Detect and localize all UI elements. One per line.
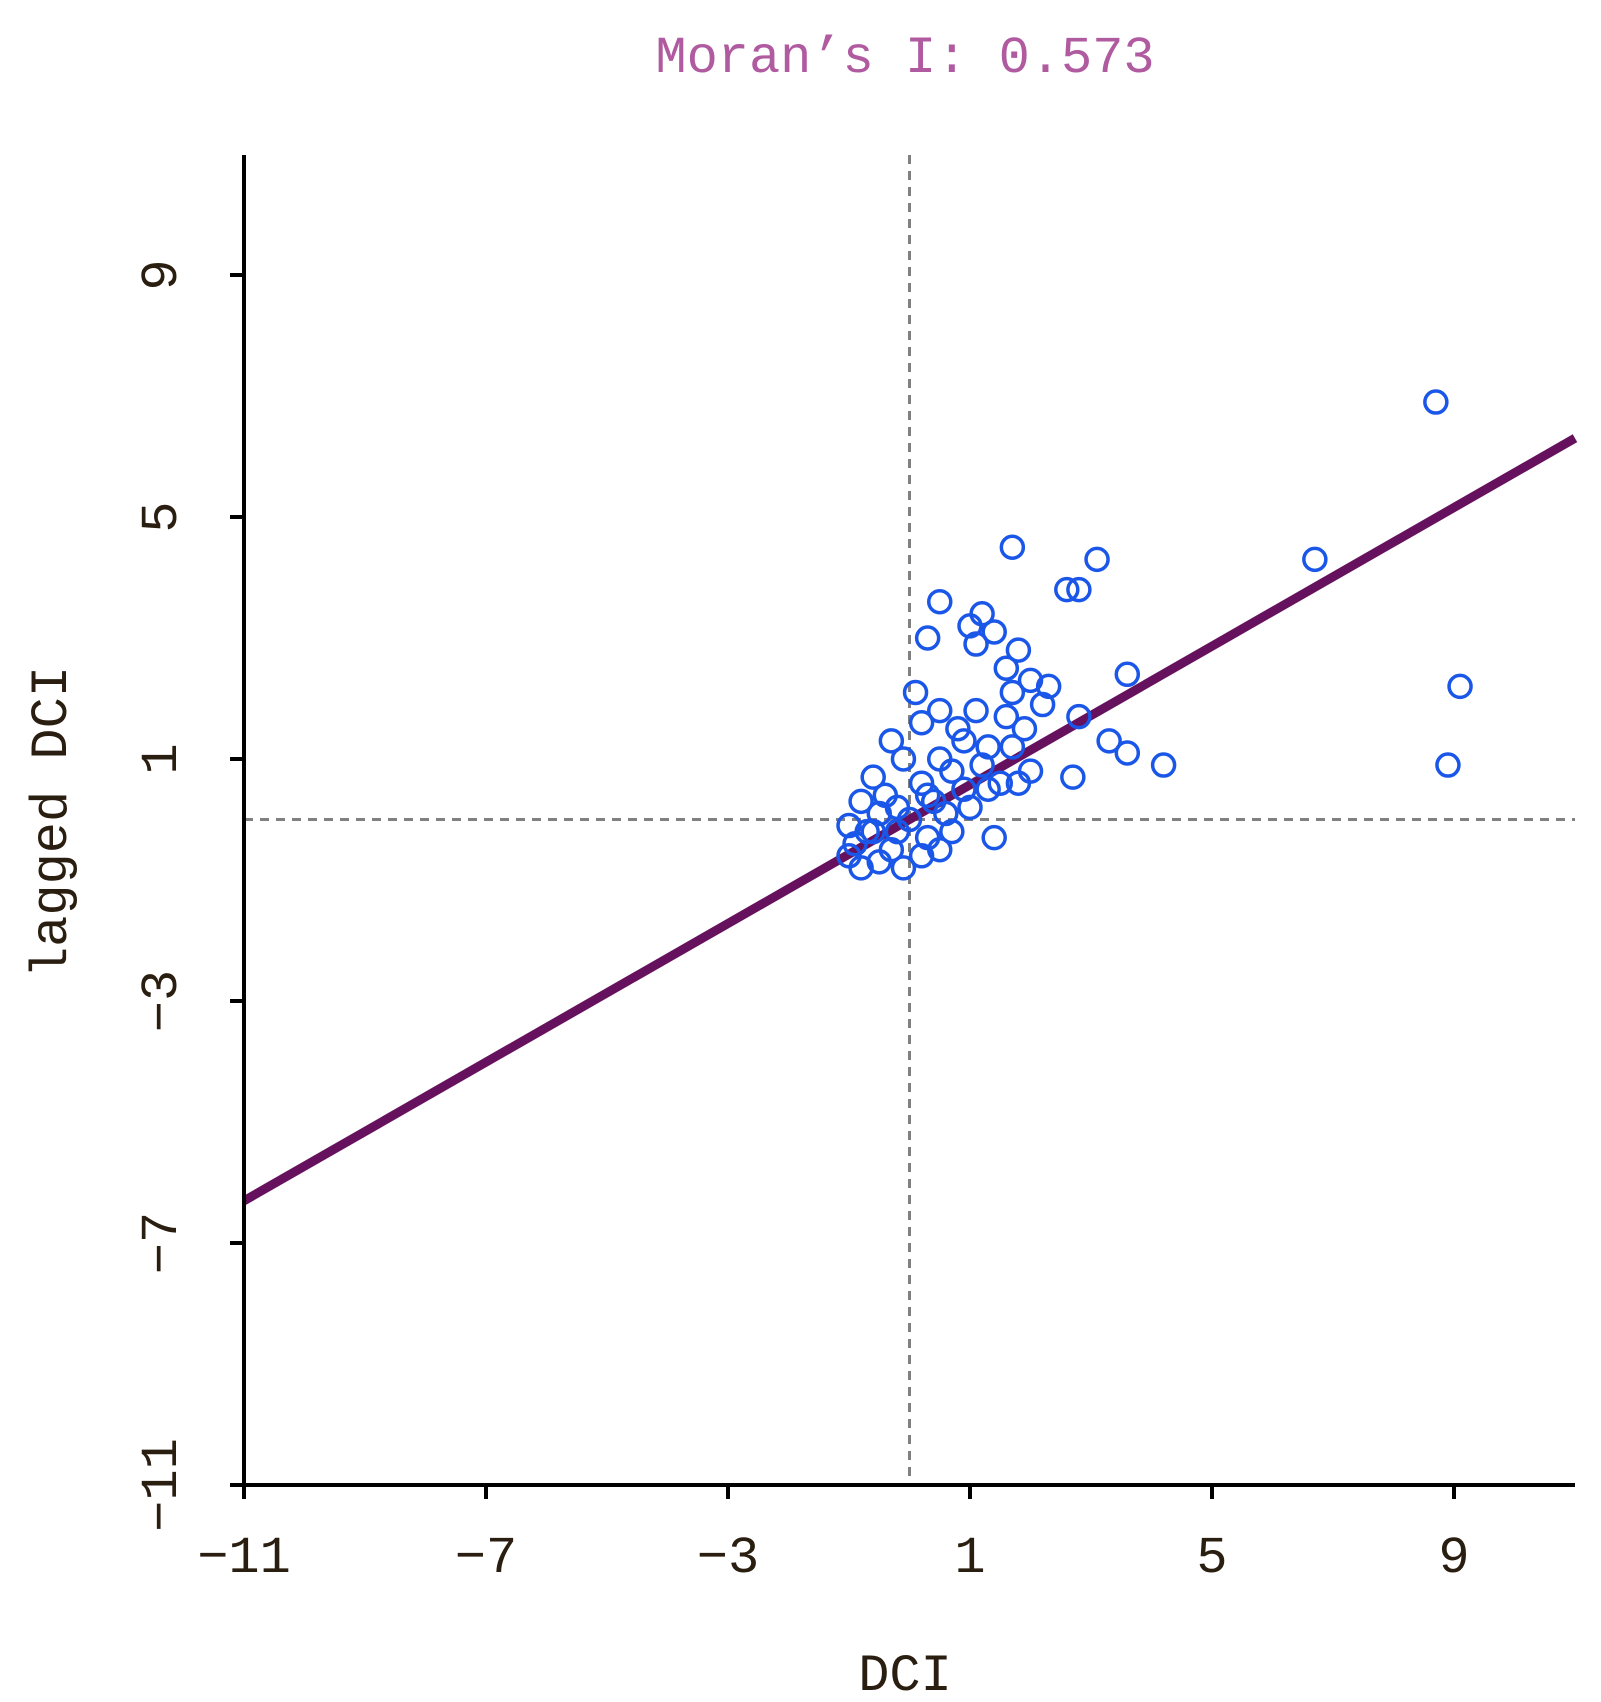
- data-point: [1084, 546, 1110, 573]
- data-point: [945, 716, 971, 742]
- data-point: [1066, 703, 1092, 730]
- x-tick-label: 1: [954, 1529, 985, 1588]
- data-point: [963, 697, 989, 724]
- data-point: [1060, 764, 1086, 790]
- y-tick-label: 5: [133, 501, 192, 532]
- data-point: [1150, 752, 1177, 778]
- data-point: [1302, 546, 1328, 573]
- data-point: [1435, 752, 1461, 778]
- data-point: [957, 794, 983, 821]
- chart-title: Moran’s I: 0.573: [655, 29, 1154, 88]
- data-point: [981, 619, 1007, 645]
- data-point: [1447, 673, 1473, 700]
- data-point: [890, 855, 917, 881]
- data-point: [1423, 389, 1449, 415]
- regression-line: [241, 434, 1578, 1205]
- data-point: [1005, 770, 1032, 796]
- data-point: [902, 679, 929, 706]
- data-point: [914, 625, 941, 651]
- x-tick-label: −11: [197, 1529, 291, 1588]
- data-point: [987, 770, 1013, 796]
- regression-line-group: [241, 434, 1578, 1205]
- data-point: [1066, 576, 1092, 603]
- data-point: [1005, 637, 1032, 663]
- data-point: [1011, 716, 1038, 742]
- data-point: [981, 824, 1007, 851]
- data-point: [884, 818, 911, 845]
- data-point: [927, 697, 953, 724]
- data-point: [908, 843, 935, 869]
- data-point: [848, 788, 874, 815]
- data-point: [1096, 728, 1122, 754]
- data-point: [848, 855, 874, 881]
- y-tick-label: −7: [133, 1212, 192, 1274]
- y-axis-label: lagged DCI: [23, 666, 82, 978]
- y-tick-label: −3: [133, 970, 192, 1032]
- y-axis-ticks: −11 −7 −3 1 5 9: [133, 259, 244, 1532]
- data-point: [939, 758, 965, 784]
- data-point: [927, 746, 953, 772]
- y-tick-label: 9: [133, 259, 192, 290]
- data-point: [999, 679, 1026, 706]
- x-tick-label: 9: [1438, 1529, 1469, 1588]
- data-point: [908, 709, 935, 736]
- data-point: [999, 534, 1026, 560]
- x-axis-ticks: −11 −7 −3 1 5 9: [197, 1485, 1470, 1588]
- data-point: [993, 655, 1020, 681]
- scatter-points: [836, 389, 1473, 881]
- data-point: [1114, 661, 1141, 688]
- data-point: [1017, 758, 1044, 784]
- data-point: [1114, 740, 1141, 766]
- data-point: [993, 703, 1020, 730]
- data-point: [939, 818, 965, 845]
- x-axis-label: DCI: [858, 1647, 952, 1702]
- data-point: [914, 782, 941, 809]
- data-point: [975, 776, 1001, 802]
- data-point: [969, 752, 995, 778]
- x-tick-label: −3: [697, 1529, 759, 1588]
- data-point: [927, 588, 953, 615]
- data-point: [999, 734, 1026, 760]
- data-point: [1054, 576, 1080, 603]
- data-point: [963, 631, 989, 657]
- x-tick-label: 5: [1196, 1529, 1227, 1588]
- axes: [242, 155, 1575, 1487]
- data-point: [890, 746, 917, 772]
- data-point: [878, 728, 905, 754]
- y-tick-label: 1: [133, 743, 192, 774]
- x-tick-label: −7: [455, 1529, 517, 1588]
- y-tick-label: −11: [133, 1438, 192, 1532]
- data-point: [860, 764, 886, 790]
- data-point: [951, 728, 977, 754]
- data-point: [854, 818, 880, 845]
- data-point: [908, 770, 935, 796]
- data-point: [1029, 691, 1056, 718]
